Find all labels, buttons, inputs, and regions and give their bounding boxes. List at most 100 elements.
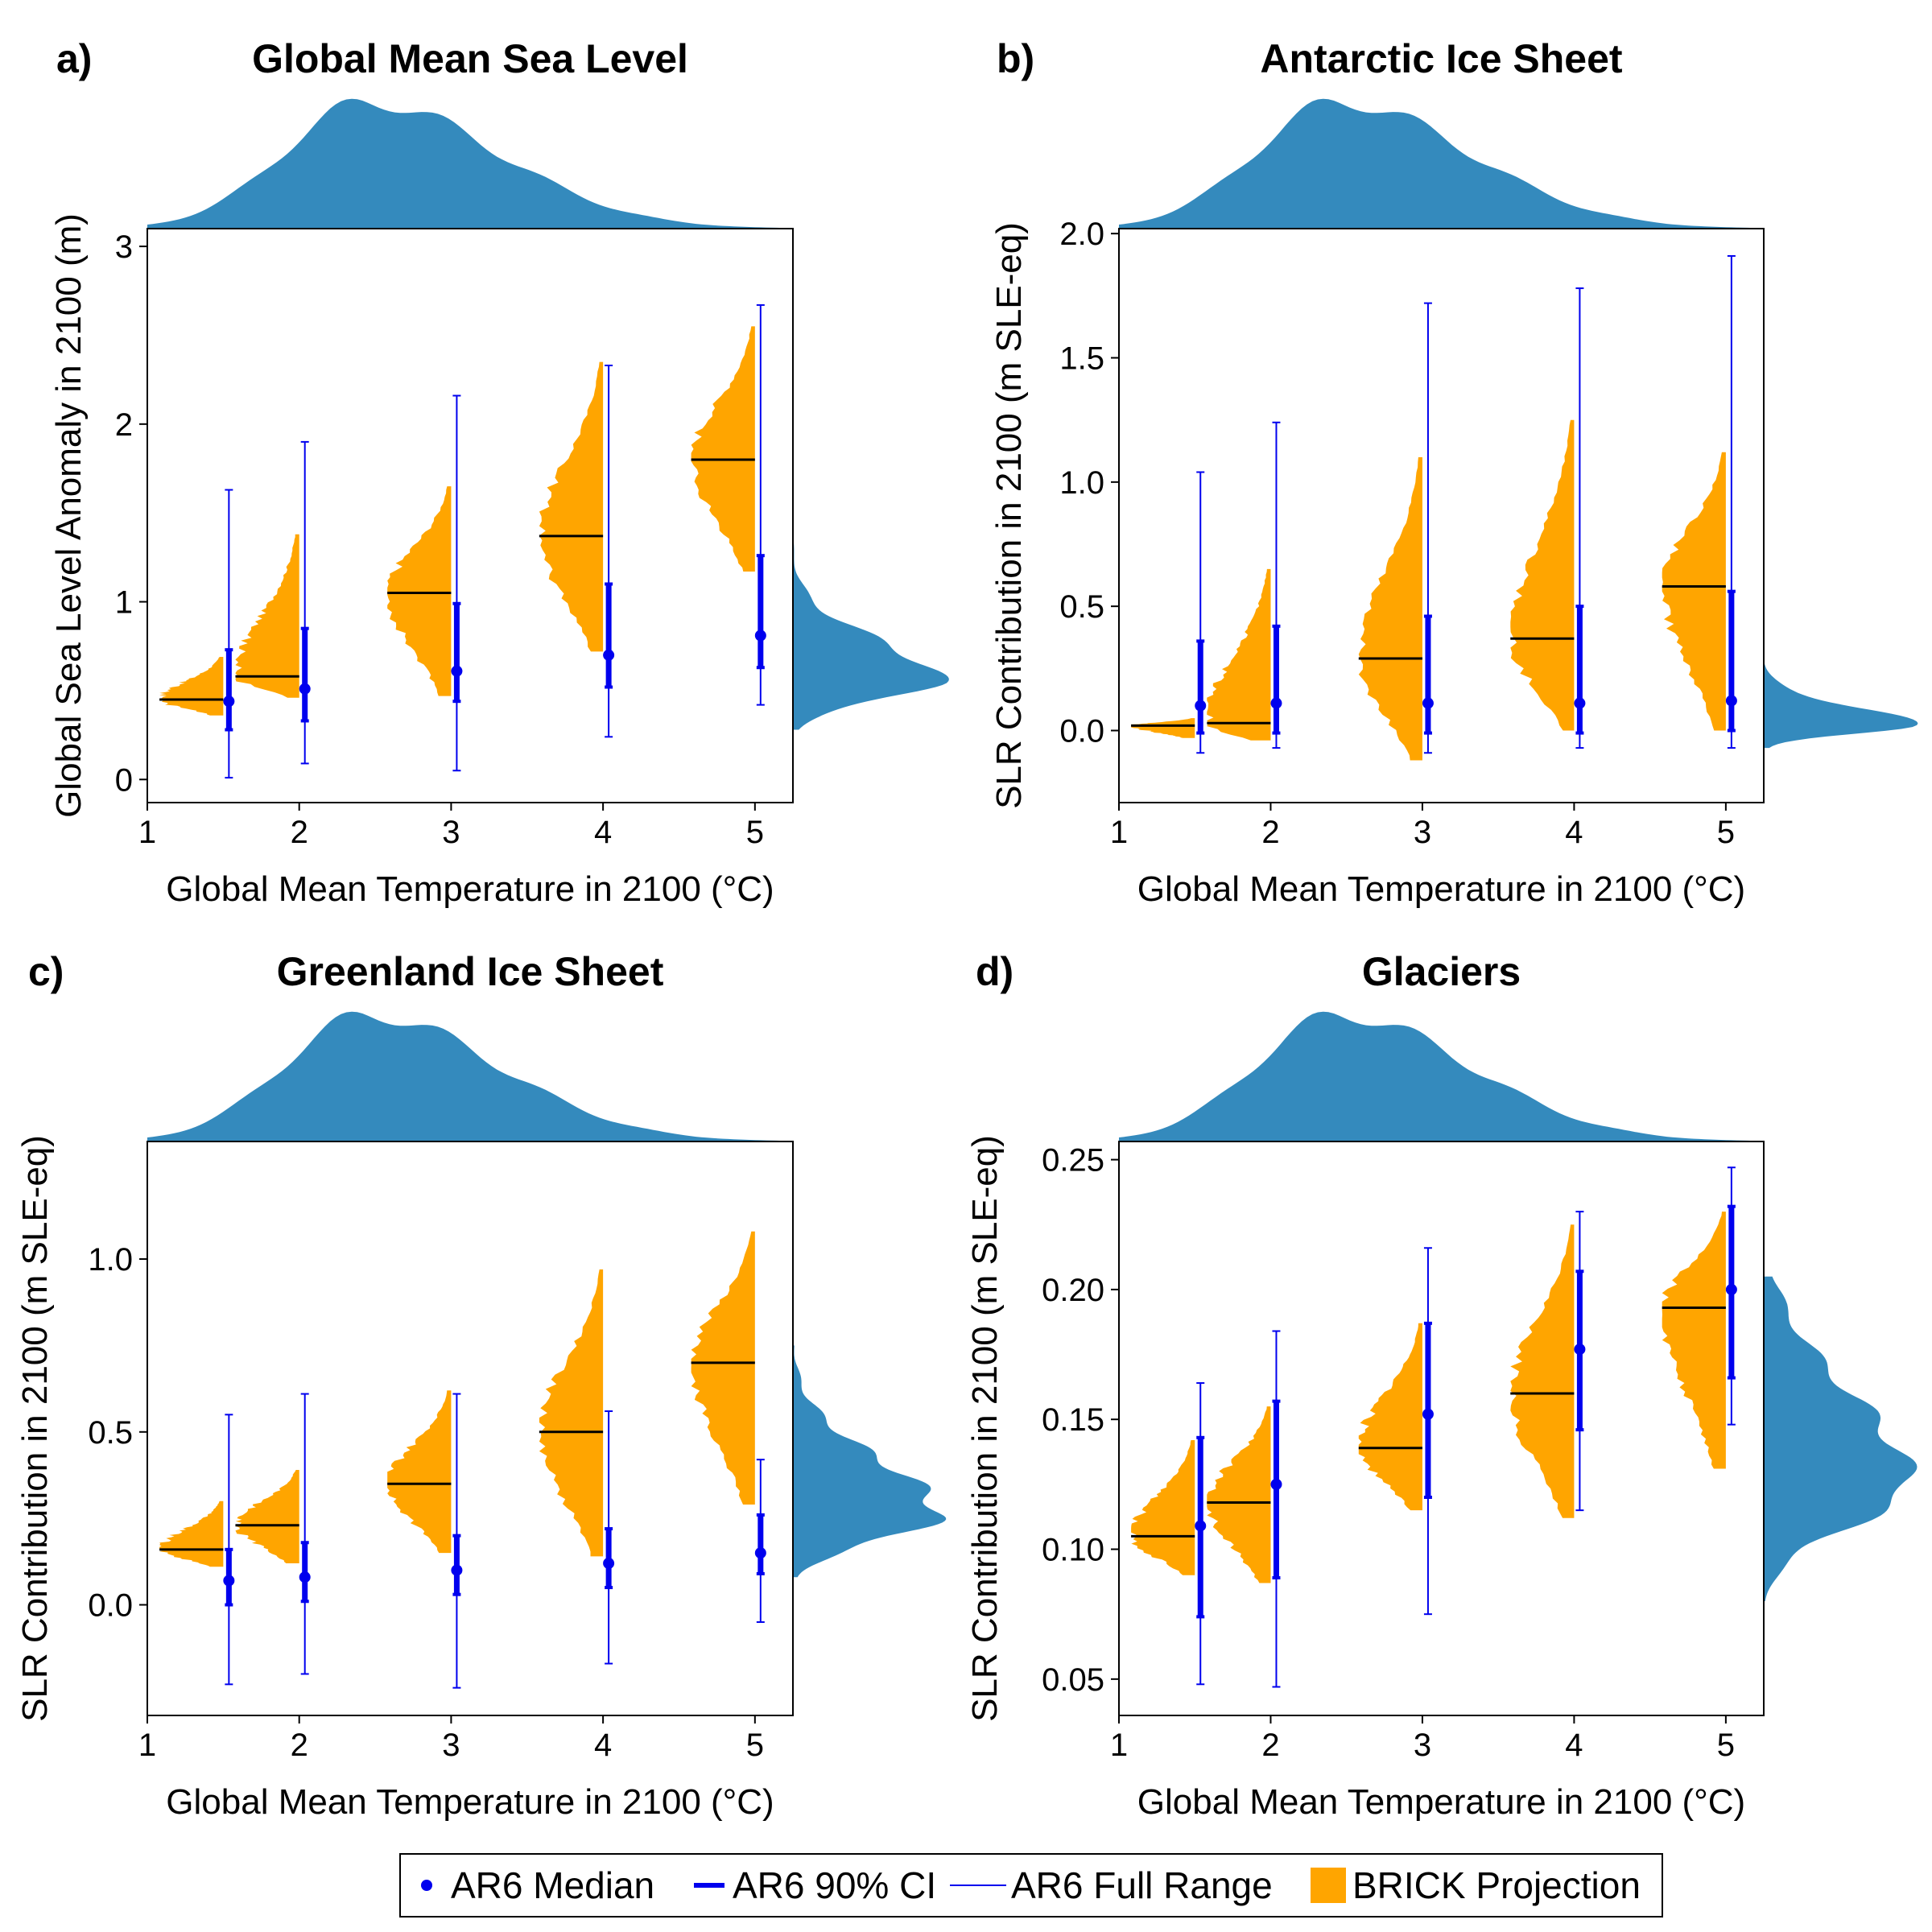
legend-marker-median [421,1880,432,1891]
y-tick-label-1: 0.5 [88,1415,133,1451]
legend-label-1: AR6 90% CI [733,1864,936,1906]
panel-title: Global Mean Sea Level [252,36,688,81]
brick-violin-5 [1662,452,1726,731]
x-tick-label-2: 2 [291,1728,308,1763]
x-tick-label-3: 3 [1414,815,1431,850]
brick-violin-4 [1510,1224,1575,1518]
y-tick-label-0: 0.0 [1059,713,1104,749]
x-tick-label-3: 3 [1414,1728,1431,1763]
x-tick-label-4: 4 [594,815,612,850]
y-tick-label-0: 0.05 [1042,1662,1104,1698]
y-tick-label-0: 0.0 [88,1588,133,1624]
y-axis-label: Global Sea Level Anomaly in 2100 (m) [49,213,89,818]
brick-violin-3 [1358,457,1422,761]
y-tick-label-3: 0.20 [1042,1273,1104,1308]
y-tick-label-2: 1.0 [1059,465,1104,501]
y-tick-label-4: 0.25 [1042,1143,1104,1179]
brick-violin-2 [1207,568,1271,741]
brick-violin-1.5 [1131,1440,1195,1575]
top-marginal-density [147,1011,793,1141]
legend-label-2: AR6 Full Range [1011,1864,1273,1906]
brick-violin-3 [1358,1323,1422,1511]
top-marginal-density [147,98,793,229]
ar6-median-5 [754,630,766,642]
ar6-median-2 [299,1571,311,1583]
y-axis-label: SLR Contribution in 2100 (m SLE-eq) [965,1135,1005,1722]
x-tick-label-5: 5 [1717,1728,1735,1763]
y-tick-label-2: 2 [115,407,133,443]
ar6-median-1.5 [223,696,235,708]
x-tick-label-2: 2 [1261,1728,1279,1763]
ar6-median-1.5 [223,1575,235,1587]
x-axis-label: Global Mean Temperature in 2100 (°C) [166,1782,774,1822]
x-tick-label-1: 1 [1110,815,1128,850]
x-tick-label-4: 4 [1565,1728,1583,1763]
y-tick-label-4: 2.0 [1059,217,1104,252]
ar6-median-2 [1270,697,1282,709]
brick-violin-2 [235,1470,299,1563]
ar6-median-4 [1574,697,1586,709]
legend-frame [399,1853,1663,1918]
brick-violin-3 [387,1390,452,1554]
x-tick-label-2: 2 [1261,815,1279,850]
x-axis-label: Global Mean Temperature in 2100 (°C) [1137,1782,1745,1822]
y-tick-label-0: 0 [115,762,133,798]
brick-violin-2 [1207,1406,1271,1583]
ar6-median-4 [603,649,615,661]
panel-letter: a) [56,36,92,81]
x-tick-label-3: 3 [442,815,460,850]
brick-violin-4 [1510,419,1575,731]
ar6-median-4 [603,1558,615,1570]
brick-violin-5 [691,326,755,572]
ar6-median-5 [1725,695,1737,707]
axes-frame [147,1141,794,1716]
ar6-median-3 [451,1564,463,1576]
legend-label-3: BRICK Projection [1352,1864,1641,1906]
right-marginal-density [793,1345,947,1578]
panel-c: 1 2 3 4 5 0.0 0.5 1.0 Global Mean Temperature in… [15,949,947,1822]
x-tick-label-4: 4 [1565,815,1583,850]
axes-frame [147,228,794,803]
brick-violin-4 [539,361,604,652]
ar6-median-1.5 [1195,1520,1207,1532]
ar6-median-2 [299,683,311,695]
ar6-median-5 [754,1547,766,1559]
panel-letter: b) [997,36,1034,81]
brick-violin-1.5 [1131,718,1195,738]
ar6-median-3 [1422,697,1434,709]
x-tick-label-5: 5 [746,1728,764,1763]
brick-violin-5 [1662,1212,1726,1469]
right-marginal-density [1764,1276,1918,1601]
ar6-median-2 [1270,1478,1282,1490]
x-axis-label: Global Mean Temperature in 2100 (°C) [1137,869,1745,909]
panel-d: 1 2 3 4 5 0.05 0.10 0.15 0.20 0.25 Global Mean Tem… [965,949,1918,1822]
right-marginal-density [1764,481,1918,749]
brick-violin-3 [387,486,452,696]
ar6-median-3 [1422,1408,1434,1420]
axes-frame [1118,228,1765,803]
panel-title: Antarctic Ice Sheet [1260,36,1623,81]
panel-title: Greenland Ice Sheet [277,949,664,994]
top-marginal-density [1119,1011,1764,1141]
panel-b: 1 2 3 4 5 0.0 0.5 1.0 1.5 2.0 Global Mean Temperat… [989,36,1918,909]
x-tick-label-1: 1 [138,815,156,850]
right-marginal-density [793,445,949,730]
y-tick-label-1: 0.10 [1042,1533,1104,1568]
y-axis-label: SLR Contribution in 2100 (m SLE-eq) [15,1135,55,1722]
ar6-median-4 [1574,1344,1586,1356]
brick-violin-5 [691,1231,755,1505]
panel-title: Glaciers [1362,949,1521,994]
brick-violin-2 [235,534,299,698]
ar6-median-3 [451,665,463,677]
x-tick-label-1: 1 [1110,1728,1128,1763]
x-tick-label-1: 1 [138,1728,156,1763]
x-tick-label-3: 3 [442,1728,460,1763]
legend-marker-brick [1311,1868,1346,1903]
y-tick-label-1: 0.5 [1059,589,1104,625]
x-tick-label-4: 4 [594,1728,612,1763]
y-tick-label-3: 3 [115,229,133,265]
top-marginal-density [1119,98,1764,229]
ar6-median-1.5 [1195,700,1207,712]
